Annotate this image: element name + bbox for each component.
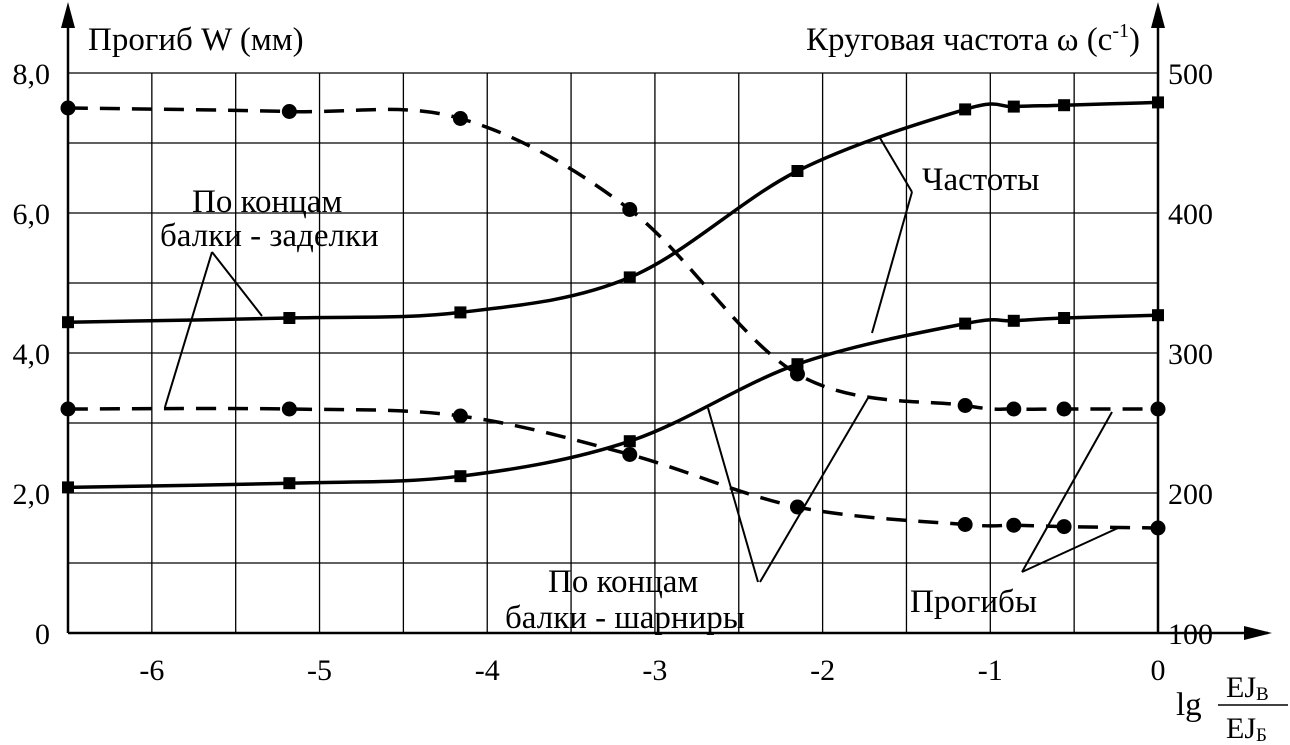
series-line-frequency <box>67 100 1159 324</box>
data-point-circle <box>1150 520 1166 536</box>
data-point-circle <box>789 499 805 515</box>
x-tick-label: 0 <box>1151 654 1166 687</box>
annotation-hinged-line1: По концам <box>548 564 698 600</box>
series-frequency <box>62 309 1164 494</box>
series-deflection <box>60 401 1166 536</box>
data-point-square <box>1152 96 1164 109</box>
y-left-tick-label: 4,0 <box>13 338 51 371</box>
data-point-circle <box>1006 517 1022 533</box>
y-right-tick-label: 100 <box>1168 618 1213 651</box>
annotation-leader-line <box>1021 411 1113 573</box>
data-point-circle <box>452 408 468 424</box>
data-point-circle <box>622 447 638 462</box>
x-axis-label-numerator: EJВ <box>1226 671 1269 705</box>
data-point-circle <box>957 517 973 532</box>
y-left-tick-label: 8,0 <box>13 58 51 91</box>
y-right-tick-label: 300 <box>1168 338 1213 371</box>
data-point-square <box>1007 100 1020 113</box>
data-point-circle <box>957 398 973 413</box>
data-point-square <box>791 165 804 177</box>
series-line-deflection <box>67 406 1159 530</box>
annotation-frequencies: Частоты <box>922 162 1039 198</box>
data-point-circle <box>1150 401 1166 417</box>
annotation-leaders <box>164 137 1119 583</box>
data-point-square <box>1058 312 1071 324</box>
y-left-tick-label: 6,0 <box>13 198 51 231</box>
annotation-hinged-line2: балки - шарниры <box>505 600 745 636</box>
grid <box>68 72 1158 633</box>
annotation-leader-line <box>211 251 263 317</box>
x-axis-label-denominator: EJБ <box>1226 712 1267 745</box>
data-point-circle <box>789 366 805 382</box>
right-axis-arrow <box>1151 2 1165 28</box>
y-right-tick-label: 200 <box>1168 478 1213 511</box>
data-point-circle <box>281 104 297 119</box>
y-left-tick-label: 2,0 <box>13 478 51 511</box>
data-point-square <box>623 435 636 448</box>
annotation-leader-line <box>707 407 759 583</box>
x-axis-arrow <box>1244 626 1272 640</box>
data-point-circle <box>622 202 638 217</box>
left-axis-title: Прогиб W (мм) <box>88 22 304 58</box>
data-point-square <box>62 316 74 329</box>
data-point-square <box>454 470 467 483</box>
right-axis-title: Круговая частота ω (с-1) <box>806 20 1140 58</box>
data-point-square <box>959 317 972 330</box>
series-line-frequency <box>67 313 1159 490</box>
annotation-leader-line <box>1021 527 1119 573</box>
annotation-fixed-line1: По концам <box>192 184 342 220</box>
annotation-leader-line <box>879 137 913 193</box>
data-point-circle <box>60 100 76 116</box>
data-point-square <box>283 312 296 324</box>
annotation-leader-line <box>759 397 869 583</box>
x-tick-label: -3 <box>642 654 667 687</box>
x-tick-label: -1 <box>978 654 1003 687</box>
x-tick-label: -5 <box>307 654 332 687</box>
series-frequency <box>62 96 1164 329</box>
x-axis-label-prefix: lg <box>1176 687 1202 723</box>
data-point-square <box>1058 99 1071 112</box>
left-axis-arrow <box>61 2 75 28</box>
data-point-square <box>62 481 74 494</box>
data-point-square <box>1007 314 1020 327</box>
y-right-tick-label: 400 <box>1168 198 1213 231</box>
x-tick-label: -4 <box>475 654 500 687</box>
data-point-square <box>283 477 296 490</box>
annotation-leader-line <box>164 251 213 408</box>
data-point-circle <box>281 401 297 417</box>
annotation-leader-line <box>871 191 913 334</box>
data-point-square <box>959 103 972 116</box>
data-point-circle <box>452 111 468 126</box>
series-line-deflection <box>67 106 1158 412</box>
annotation-deflections: Прогибы <box>910 584 1037 620</box>
series-deflection <box>60 100 1166 417</box>
data-point-square <box>623 271 636 284</box>
data-point-circle <box>1006 401 1022 417</box>
x-tick-label: -6 <box>139 654 164 687</box>
data-point-circle <box>1056 519 1072 535</box>
data-point-circle <box>60 401 76 417</box>
y-right-tick-label: 500 <box>1168 58 1213 91</box>
data-point-circle <box>1056 401 1072 417</box>
y-left-tick-label: 0 <box>35 618 50 651</box>
tick-labels: -6 -5 -4 -3 -2 -1 0 0 2,0 4,0 6,0 8,0 100 200 300 400 50… <box>13 58 1214 687</box>
annotation-fixed-line2: балки - заделки <box>160 218 379 254</box>
x-tick-label: -2 <box>810 654 835 687</box>
data-point-square <box>454 306 467 319</box>
data-point-square <box>1152 309 1164 322</box>
